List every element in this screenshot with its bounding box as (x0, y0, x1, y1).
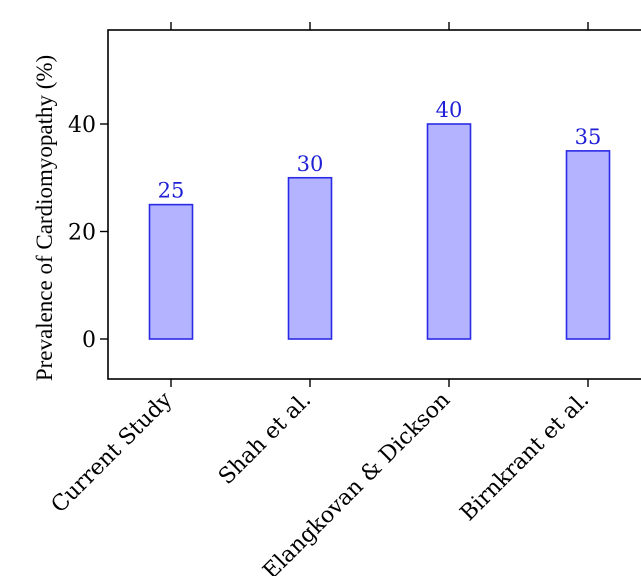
axis-ticks (100, 22, 589, 387)
bars (148, 123, 611, 340)
data-label: 40 (436, 98, 463, 122)
data-labels: 25 30 40 35 (158, 98, 602, 203)
data-label: 30 (297, 152, 324, 176)
data-label: 25 (158, 179, 185, 203)
y-tick-labels: 0 20 40 (68, 113, 96, 353)
bar (565, 150, 611, 340)
y-tick-label: 0 (82, 328, 96, 353)
x-tick-labels: Current Study Shah et al. Elangkovan & D… (47, 387, 595, 576)
data-label: 35 (575, 125, 602, 149)
x-tick-label: Current Study (47, 387, 178, 518)
bar (148, 203, 194, 340)
y-axis-label: Prevalence of Cardiomyopathy (%) (32, 55, 57, 381)
y-tick-label: 40 (68, 113, 96, 138)
y-tick-label: 20 (68, 221, 96, 246)
bar (426, 123, 472, 340)
x-tick-label: Shah et al. (214, 388, 316, 490)
plot-frame (107, 29, 641, 380)
bar (287, 176, 333, 340)
x-tick-label: Birnkrant et al. (456, 388, 594, 526)
